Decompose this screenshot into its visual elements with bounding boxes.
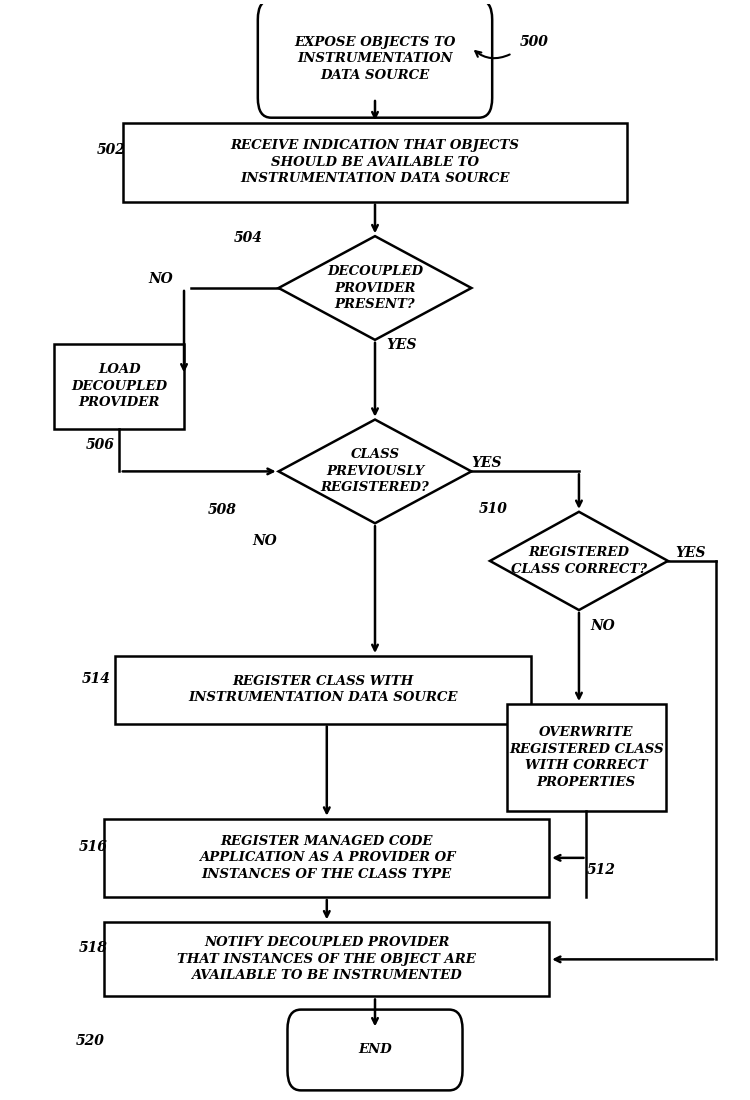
Text: RECEIVE INDICATION THAT OBJECTS
SHOULD BE AVAILABLE TO
INSTRUMENTATION DATA SOUR: RECEIVE INDICATION THAT OBJECTS SHOULD B… [230,140,520,186]
Text: REGISTER CLASS WITH
INSTRUMENTATION DATA SOURCE: REGISTER CLASS WITH INSTRUMENTATION DATA… [188,675,458,704]
FancyBboxPatch shape [287,1010,463,1090]
Text: YES: YES [675,547,706,560]
Text: OVERWRITE
REGISTERED CLASS
WITH CORRECT
PROPERTIES: OVERWRITE REGISTERED CLASS WITH CORRECT … [509,726,664,789]
Text: 508: 508 [209,503,237,517]
Text: NOTIFY DECOUPLED PROVIDER
THAT INSTANCES OF THE OBJECT ARE
AVAILABLE TO BE INSTR: NOTIFY DECOUPLED PROVIDER THAT INSTANCES… [177,936,476,982]
Text: LOAD
DECOUPLED
PROVIDER: LOAD DECOUPLED PROVIDER [71,363,167,409]
Polygon shape [278,419,472,524]
Text: 514: 514 [82,672,111,685]
Polygon shape [278,236,472,340]
Text: REGISTERED
CLASS CORRECT?: REGISTERED CLASS CORRECT? [511,547,647,575]
Bar [104,922,549,997]
Text: NO: NO [590,619,615,634]
Text: 506: 506 [86,438,115,452]
Text: 516: 516 [78,840,107,854]
Bar [104,818,549,898]
Text: REGISTER MANAGED CODE
APPLICATION AS A PROVIDER OF
INSTANCES OF THE CLASS TYPE: REGISTER MANAGED CODE APPLICATION AS A P… [199,835,455,881]
Text: 504: 504 [234,231,263,245]
Bar [507,704,666,811]
Text: 510: 510 [478,502,508,516]
Text: YES: YES [386,338,417,352]
Text: EXPOSE OBJECTS TO
INSTRUMENTATION
DATA SOURCE: EXPOSE OBJECTS TO INSTRUMENTATION DATA S… [294,36,456,81]
Text: 502: 502 [97,143,126,157]
Bar [123,123,627,201]
Text: CLASS
PREVIOUSLY
REGISTERED?: CLASS PREVIOUSLY REGISTERED? [321,449,429,494]
Text: NO: NO [253,535,278,548]
FancyBboxPatch shape [258,0,492,118]
Bar [116,656,531,724]
Text: 518: 518 [78,942,107,956]
Text: 520: 520 [76,1034,105,1048]
Polygon shape [490,512,668,610]
Text: NO: NO [148,273,173,286]
Text: YES: YES [472,455,502,470]
Bar [54,343,184,429]
Text: END: END [358,1044,392,1056]
Text: 512: 512 [586,862,615,877]
Text: 500: 500 [520,35,548,50]
Text: DECOUPLED
PROVIDER
PRESENT?: DECOUPLED PROVIDER PRESENT? [327,265,423,311]
